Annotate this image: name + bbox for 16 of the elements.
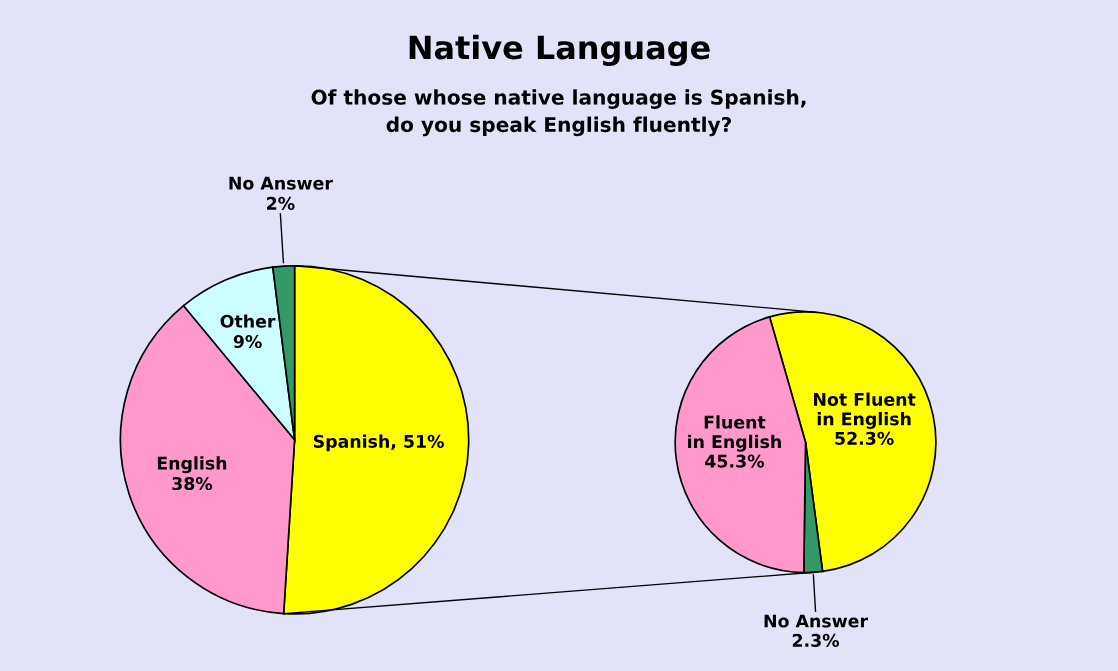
text: Native Language — [409, 34, 710, 66]
slice-label: No Answer — [229, 176, 333, 190]
slice-label: Not Fluent in English — [814, 392, 916, 429]
slice-label: Fluent in English — [688, 415, 781, 452]
slice-label: No Answer — [764, 614, 868, 628]
data-label: 2.3% — [792, 633, 840, 647]
data-label: 45.3% — [705, 454, 765, 468]
data-label: 38% — [172, 476, 213, 491]
data-label: 9% — [233, 334, 262, 349]
text: Of those whose native language is Spanish, do you speak English fluently? — [311, 89, 806, 137]
data-label: 52.3% — [835, 431, 894, 445]
data-label: 2% — [267, 196, 295, 210]
data-label: , 51% — [391, 434, 444, 451]
slice-label: Spanish — [313, 434, 389, 452]
slice-label: Other — [220, 314, 276, 328]
slice-label: English — [157, 456, 227, 474]
